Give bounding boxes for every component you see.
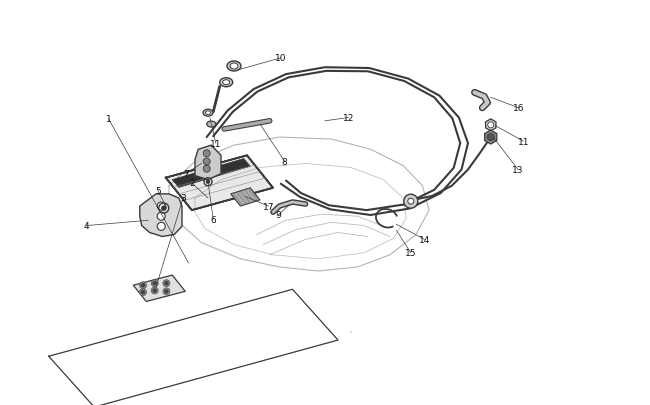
- Polygon shape: [172, 159, 250, 188]
- Circle shape: [142, 284, 144, 287]
- Circle shape: [140, 282, 146, 289]
- Ellipse shape: [203, 110, 213, 117]
- Text: 2: 2: [189, 179, 194, 188]
- Text: 11: 11: [517, 137, 529, 146]
- Circle shape: [163, 280, 170, 287]
- Text: 12: 12: [343, 114, 354, 123]
- Circle shape: [408, 199, 414, 205]
- Text: 16: 16: [513, 104, 525, 113]
- Polygon shape: [140, 194, 182, 237]
- Polygon shape: [195, 146, 221, 180]
- Circle shape: [203, 158, 210, 166]
- Text: 6: 6: [211, 215, 216, 224]
- Circle shape: [488, 123, 494, 128]
- Circle shape: [140, 289, 146, 296]
- Circle shape: [404, 195, 418, 209]
- Circle shape: [203, 166, 210, 173]
- Circle shape: [142, 291, 144, 294]
- Circle shape: [157, 202, 165, 211]
- Text: 9: 9: [276, 211, 281, 220]
- Circle shape: [151, 280, 158, 287]
- Text: 15: 15: [405, 249, 417, 258]
- Text: 3: 3: [181, 193, 186, 202]
- Ellipse shape: [220, 79, 233, 87]
- Polygon shape: [172, 159, 250, 188]
- Ellipse shape: [227, 62, 241, 72]
- Text: 8: 8: [282, 158, 287, 166]
- Polygon shape: [133, 275, 185, 302]
- Ellipse shape: [207, 122, 216, 128]
- Circle shape: [207, 181, 209, 184]
- Circle shape: [153, 289, 156, 292]
- Ellipse shape: [230, 64, 238, 70]
- Text: 10: 10: [275, 54, 287, 63]
- Text: 7: 7: [183, 170, 188, 179]
- Circle shape: [163, 288, 170, 295]
- Circle shape: [157, 213, 165, 221]
- Circle shape: [162, 207, 166, 211]
- Polygon shape: [166, 156, 273, 211]
- Text: 14: 14: [419, 235, 430, 244]
- Circle shape: [165, 290, 168, 293]
- Text: 4: 4: [84, 222, 89, 230]
- Polygon shape: [231, 188, 260, 207]
- Text: 1: 1: [106, 115, 111, 124]
- Circle shape: [165, 282, 168, 285]
- Circle shape: [153, 282, 156, 285]
- Circle shape: [488, 134, 494, 141]
- Circle shape: [157, 223, 165, 231]
- Ellipse shape: [223, 81, 229, 85]
- Text: 5: 5: [155, 187, 161, 196]
- Circle shape: [151, 287, 158, 294]
- Text: 11: 11: [210, 139, 222, 148]
- Ellipse shape: [205, 112, 211, 115]
- Text: 17: 17: [263, 202, 274, 211]
- Text: 13: 13: [512, 166, 524, 175]
- Circle shape: [203, 150, 210, 158]
